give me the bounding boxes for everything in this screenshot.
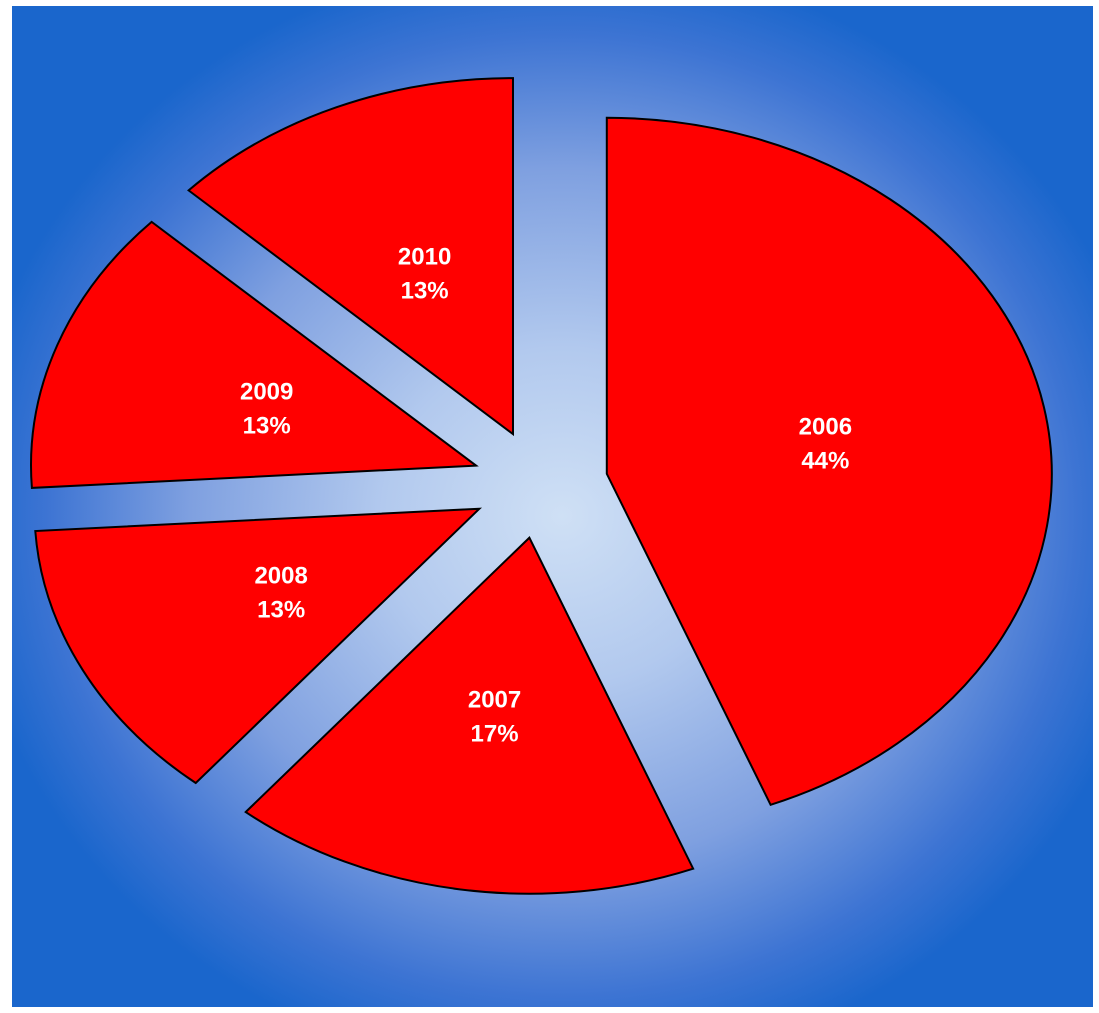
chart-area: 2006 44% 2007 17% 2008 13% 2009 13% 2010 13%	[12, 6, 1093, 1007]
slices-layer	[30, 77, 1053, 895]
pie-slice-2006	[605, 116, 1053, 807]
slice-category-label: 2006	[799, 413, 852, 440]
pie-chart: 2006 44% 2007 17% 2008 13% 2009 13% 2010 13%	[30, 77, 1053, 895]
pie-slice-2010	[187, 77, 514, 437]
slice-category-label: 2008	[254, 563, 307, 590]
slice-category-label: 2009	[240, 378, 293, 405]
pie-slice-2009	[30, 220, 479, 489]
slice-percent-label: 13%	[243, 412, 291, 439]
pie-slice-2008	[34, 507, 483, 785]
slice-percent-label: 13%	[401, 278, 449, 305]
slice-percent-label: 17%	[471, 721, 519, 748]
pie-slice-2007	[244, 536, 695, 895]
slice-category-label: 2007	[468, 687, 521, 714]
slice-category-label: 2010	[398, 244, 451, 271]
slice-percent-label: 13%	[257, 597, 305, 624]
slice-percent-label: 44%	[801, 447, 849, 474]
labels-layer: 2006 44% 2007 17% 2008 13% 2009 13% 2010 13%	[240, 244, 852, 748]
